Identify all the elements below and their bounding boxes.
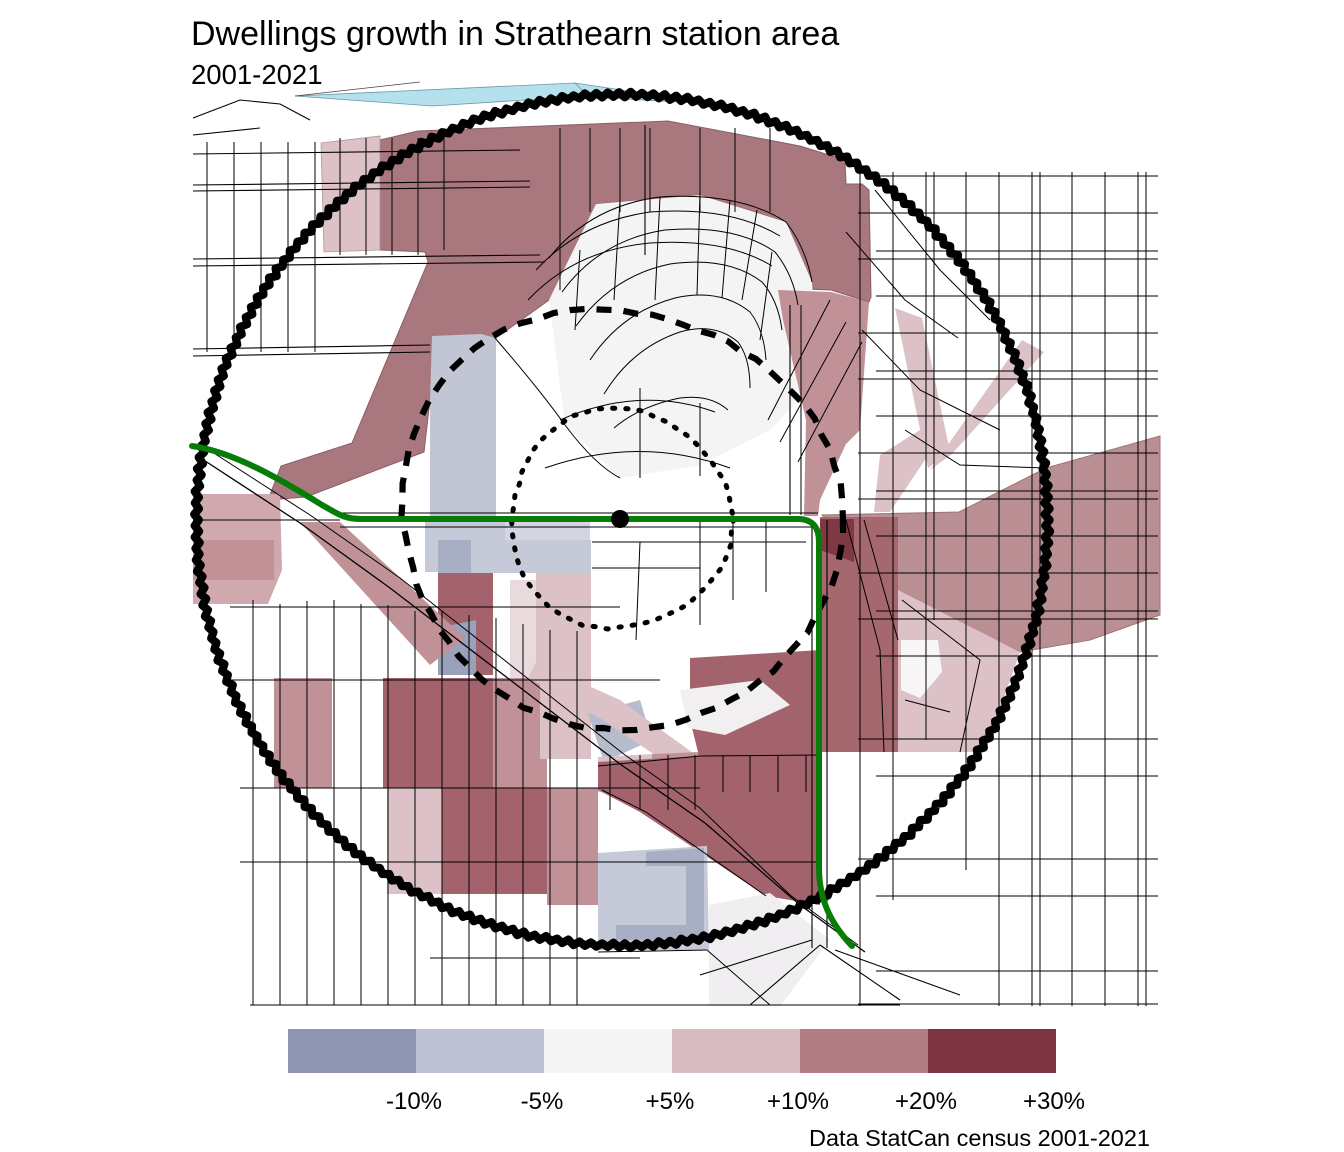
svg-text:-5%: -5% (521, 1088, 564, 1115)
svg-text:+30%: +30% (1023, 1088, 1085, 1115)
svg-text:Data StatCan census 2001-2021: Data StatCan census 2001-2021 (809, 1125, 1150, 1151)
svg-text:+10%: +10% (767, 1088, 829, 1115)
svg-text:Dwellings growth in Strathearn: Dwellings growth in Strathearn station a… (191, 15, 839, 53)
svg-text:2001-2021: 2001-2021 (191, 59, 323, 90)
svg-text:+20%: +20% (895, 1088, 957, 1115)
svg-text:+5%: +5% (646, 1088, 695, 1115)
svg-text:-10%: -10% (386, 1088, 442, 1115)
